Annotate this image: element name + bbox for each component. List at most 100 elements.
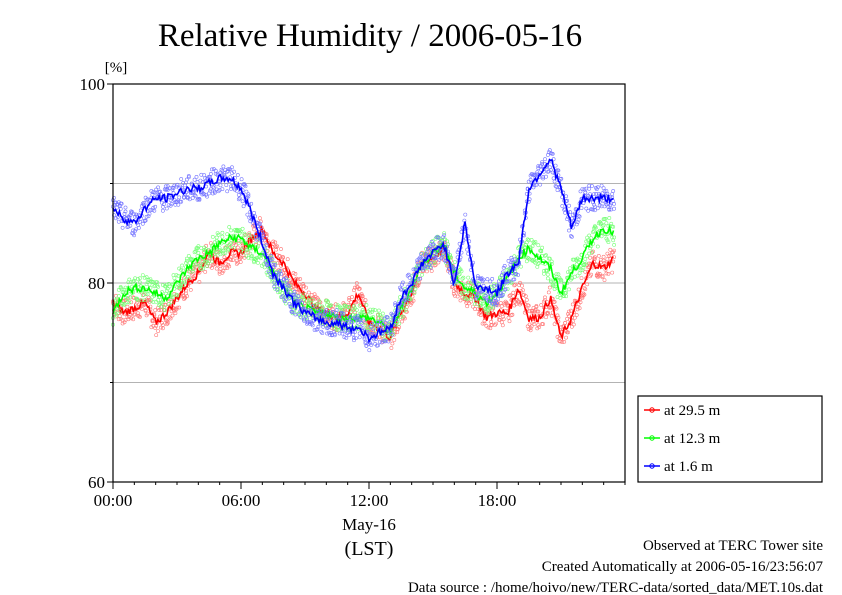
sample-point	[441, 235, 446, 240]
footer-site-note: Observed at TERC Tower site	[643, 538, 823, 554]
sample-point	[128, 223, 133, 228]
sample-point	[355, 314, 360, 318]
sample-point	[297, 312, 302, 317]
sample-point	[117, 309, 122, 314]
sample-point	[229, 228, 234, 233]
sample-point	[558, 277, 563, 282]
sample-point	[128, 213, 133, 218]
x-axis-label: (LST)	[345, 538, 394, 560]
sample-point	[512, 283, 517, 288]
sample-point	[193, 262, 198, 267]
legend-label: at 29.5 m	[664, 403, 721, 419]
sample-point	[143, 308, 148, 313]
sample-point	[197, 196, 202, 201]
sample-point	[238, 260, 243, 264]
sample-point	[554, 306, 559, 311]
sample-point	[353, 336, 358, 341]
sample-point	[347, 297, 352, 302]
sample-point	[397, 321, 402, 326]
sample-point	[510, 312, 515, 317]
sample-point	[287, 296, 292, 300]
sample-point	[481, 277, 486, 282]
sample-point	[247, 232, 252, 237]
sample-point	[147, 298, 152, 303]
sample-point	[559, 279, 564, 284]
sample-point	[256, 221, 260, 226]
sample-point	[488, 279, 493, 284]
sample-point	[540, 160, 545, 165]
sample-point	[262, 265, 267, 270]
sample-point	[492, 283, 497, 288]
sample-point	[179, 267, 184, 272]
sample-point	[180, 263, 185, 268]
sample-point	[136, 222, 140, 227]
sample-point	[149, 189, 154, 193]
sample-point	[171, 186, 176, 190]
sample-point	[591, 207, 595, 212]
sample-point	[550, 151, 555, 156]
sample-point	[182, 279, 186, 284]
sample-point	[161, 202, 166, 207]
sample-point	[543, 295, 547, 300]
sample-point	[576, 259, 581, 264]
sample-point	[387, 320, 392, 325]
sample-point	[225, 243, 230, 248]
sample-point	[121, 303, 126, 308]
sample-point	[556, 168, 561, 173]
sample-point	[435, 249, 440, 253]
sample-point	[231, 258, 235, 263]
sample-point	[550, 283, 555, 288]
sample-point	[465, 304, 470, 309]
sample-point	[123, 209, 128, 214]
sample-point	[594, 225, 598, 230]
sample-point	[584, 239, 589, 244]
sample-point	[445, 244, 450, 249]
sample-point	[352, 288, 356, 293]
sample-point	[485, 277, 490, 282]
sample-point	[234, 188, 239, 193]
sample-point	[469, 281, 474, 286]
sample-point	[315, 327, 320, 332]
sample-point	[371, 327, 376, 332]
sample-point	[559, 278, 564, 283]
sample-point	[151, 190, 156, 195]
sample-point	[480, 321, 485, 326]
sample-point	[427, 244, 432, 249]
sample-point	[401, 308, 406, 313]
sample-point	[213, 250, 218, 255]
sample-point	[595, 244, 600, 249]
sample-point	[328, 303, 332, 308]
sample-point	[571, 322, 576, 327]
sample-point	[520, 283, 524, 288]
sample-point	[365, 324, 370, 329]
sample-point	[567, 309, 571, 314]
sample-point	[404, 301, 409, 306]
sample-point	[345, 317, 350, 322]
sample-point	[226, 248, 231, 253]
sample-point	[241, 204, 246, 209]
sample-point	[534, 304, 539, 308]
sample-point	[225, 189, 230, 194]
sample-point	[133, 214, 138, 219]
sample-point	[324, 308, 329, 313]
sample-point	[136, 314, 141, 319]
sample-point	[236, 239, 241, 244]
sample-point	[363, 298, 368, 303]
sample-point	[371, 307, 376, 312]
sample-point	[553, 163, 558, 168]
sample-point	[535, 170, 540, 175]
sample-point	[167, 315, 172, 320]
sample-point	[552, 322, 557, 327]
sample-point	[419, 252, 424, 257]
sample-point	[325, 331, 330, 336]
sample-point	[165, 184, 170, 189]
sample-point	[139, 204, 144, 208]
sample-point	[421, 267, 426, 272]
sample-point	[190, 269, 195, 274]
sample-point	[533, 240, 538, 244]
sample-point	[548, 305, 553, 310]
x-axis-date-label: May-16	[342, 515, 396, 534]
sample-point	[296, 277, 301, 282]
sample-point	[469, 296, 474, 301]
sample-point	[546, 150, 551, 155]
